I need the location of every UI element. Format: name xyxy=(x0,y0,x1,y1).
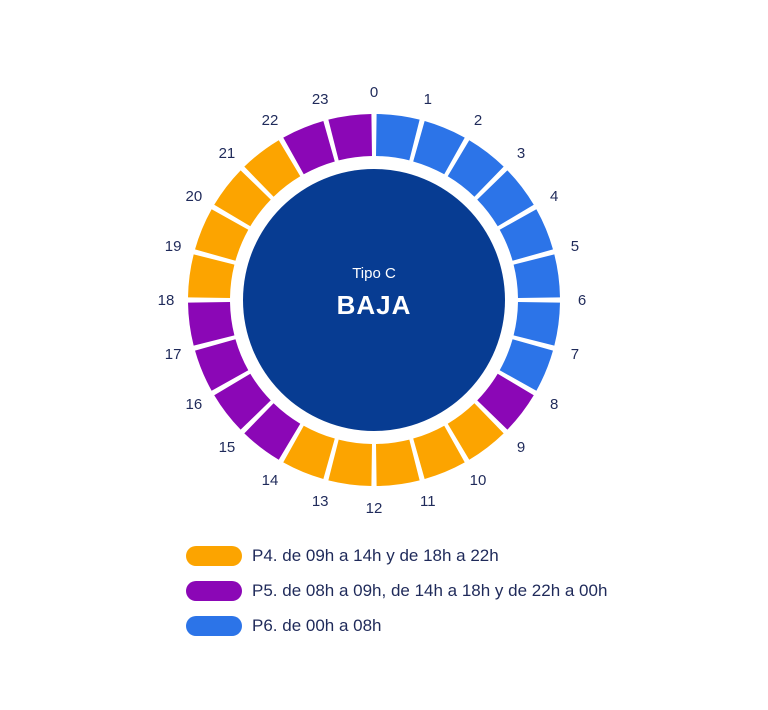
legend-swatch-p6 xyxy=(186,615,242,636)
hour-segment-10 xyxy=(413,425,465,479)
legend-swatch-p5 xyxy=(186,580,242,601)
hour-segment-22 xyxy=(283,121,335,175)
hour-label-8: 8 xyxy=(550,396,558,413)
legend: P4. de 09h a 14h y de 18h a 22h P5. de 0… xyxy=(186,538,607,643)
hour-segments xyxy=(188,114,560,486)
legend-label-p5: P5. de 08h a 09h, de 14h a 18h y de 22h … xyxy=(252,580,608,600)
legend-item-p4: P4. de 09h a 14h y de 18h a 22h xyxy=(186,538,607,573)
hour-segment-5 xyxy=(513,254,560,298)
hour-label-5: 5 xyxy=(571,238,579,255)
hour-segment-17 xyxy=(188,302,235,346)
hour-segment-11 xyxy=(376,439,420,486)
hour-label-2: 2 xyxy=(474,112,482,129)
legend-item-p6: P6. de 00h a 08h xyxy=(186,608,607,643)
hour-segment-7 xyxy=(499,339,553,391)
hour-label-16: 16 xyxy=(186,396,203,413)
hour-label-3: 3 xyxy=(517,145,525,162)
hour-label-6: 6 xyxy=(578,292,586,309)
hour-segment-23 xyxy=(328,114,372,161)
hour-label-0: 0 xyxy=(370,84,378,101)
hour-label-14: 14 xyxy=(262,472,279,489)
hour-segment-19 xyxy=(195,209,249,261)
hour-segment-2 xyxy=(447,140,504,197)
hour-label-10: 10 xyxy=(470,472,487,489)
hour-label-21: 21 xyxy=(219,145,236,162)
hour-label-19: 19 xyxy=(165,238,182,255)
hour-segment-14 xyxy=(244,403,301,460)
legend-label-p6: P6. de 00h a 08h xyxy=(252,615,382,635)
center-subtitle: Tipo C xyxy=(352,265,396,282)
hour-segment-4 xyxy=(499,209,553,261)
hour-label-9: 9 xyxy=(517,439,525,456)
hour-segment-12 xyxy=(328,439,372,486)
hour-label-15: 15 xyxy=(219,439,236,456)
hour-segment-0 xyxy=(376,114,420,161)
hour-segment-18 xyxy=(188,254,235,298)
hour-segment-16 xyxy=(195,339,249,391)
hour-segment-15 xyxy=(214,373,271,430)
hour-segment-9 xyxy=(447,403,504,460)
hour-segment-21 xyxy=(244,140,301,197)
hour-label-17: 17 xyxy=(165,346,182,363)
hour-label-23: 23 xyxy=(312,91,329,108)
hour-label-22: 22 xyxy=(262,112,279,129)
hour-segment-1 xyxy=(413,121,465,175)
legend-label-p4: P4. de 09h a 14h y de 18h a 22h xyxy=(252,545,499,565)
hour-label-7: 7 xyxy=(571,346,579,363)
hour-label-13: 13 xyxy=(312,493,329,510)
hour-label-11: 11 xyxy=(420,493,436,510)
center-disc xyxy=(243,169,505,431)
hour-label-18: 18 xyxy=(158,292,175,309)
hour-label-12: 12 xyxy=(366,500,383,517)
hour-label-20: 20 xyxy=(186,188,203,205)
hour-segment-6 xyxy=(513,302,560,346)
hour-segment-8 xyxy=(477,373,534,430)
hour-label-1: 1 xyxy=(424,91,432,108)
hour-dial: Tipo C BAJA 0 123456789101112131415161718… xyxy=(158,84,587,517)
legend-item-p5: P5. de 08h a 09h, de 14h a 18h y de 22h … xyxy=(186,573,607,608)
hour-label-4: 4 xyxy=(550,188,558,205)
hour-segment-13 xyxy=(283,425,335,479)
hour-segment-3 xyxy=(477,170,534,227)
center-title: BAJA xyxy=(337,290,412,320)
hour-segment-20 xyxy=(214,170,271,227)
legend-swatch-p4 xyxy=(186,545,242,566)
